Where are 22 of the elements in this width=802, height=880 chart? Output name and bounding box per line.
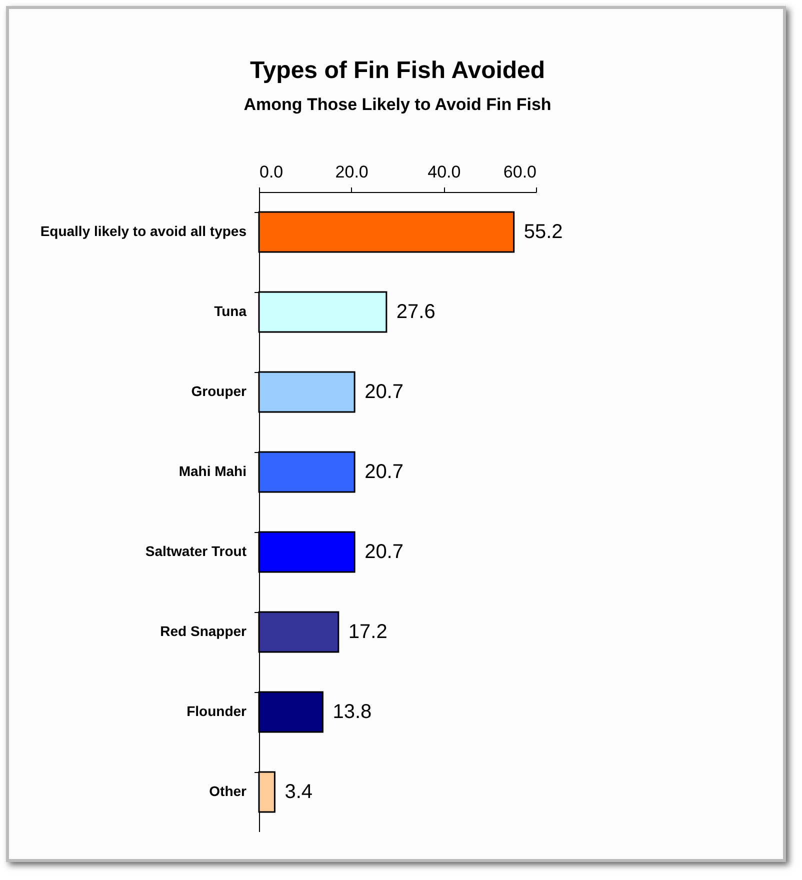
data-label: 20.7 — [364, 541, 404, 563]
y-tick-label: Flounder — [186, 703, 248, 719]
y-tick-label: Tuna — [214, 303, 247, 319]
chart-title: Types of Fin Fish Avoided — [250, 57, 546, 84]
data-label: 55.2 — [524, 221, 563, 243]
data-label: 20.7 — [364, 461, 404, 483]
x-tick-label: 60.0 — [503, 162, 536, 182]
y-tick-label: Other — [209, 783, 248, 799]
x-tick-label: 20.0 — [335, 162, 368, 182]
y-tick-label: Grouper — [191, 383, 248, 399]
data-label: 20.7 — [364, 381, 404, 403]
y-tick-label: Mahi Mahi — [178, 463, 246, 479]
y-tick-label: Saltwater Trout — [145, 543, 247, 559]
data-label: 3.4 — [284, 781, 313, 803]
chart-subtitle: Among Those Likely to Avoid Fin Fish — [244, 95, 552, 114]
y-tick-label: Equally likely to avoid all types — [40, 223, 247, 239]
data-label: 17.2 — [348, 621, 388, 643]
data-label: 13.8 — [332, 701, 372, 723]
y-tick-label: Red Snapper — [160, 623, 248, 639]
data-label: 27.6 — [396, 301, 436, 323]
x-tick-label: 0.0 — [260, 162, 284, 182]
x-tick-label: 40.0 — [428, 162, 461, 182]
